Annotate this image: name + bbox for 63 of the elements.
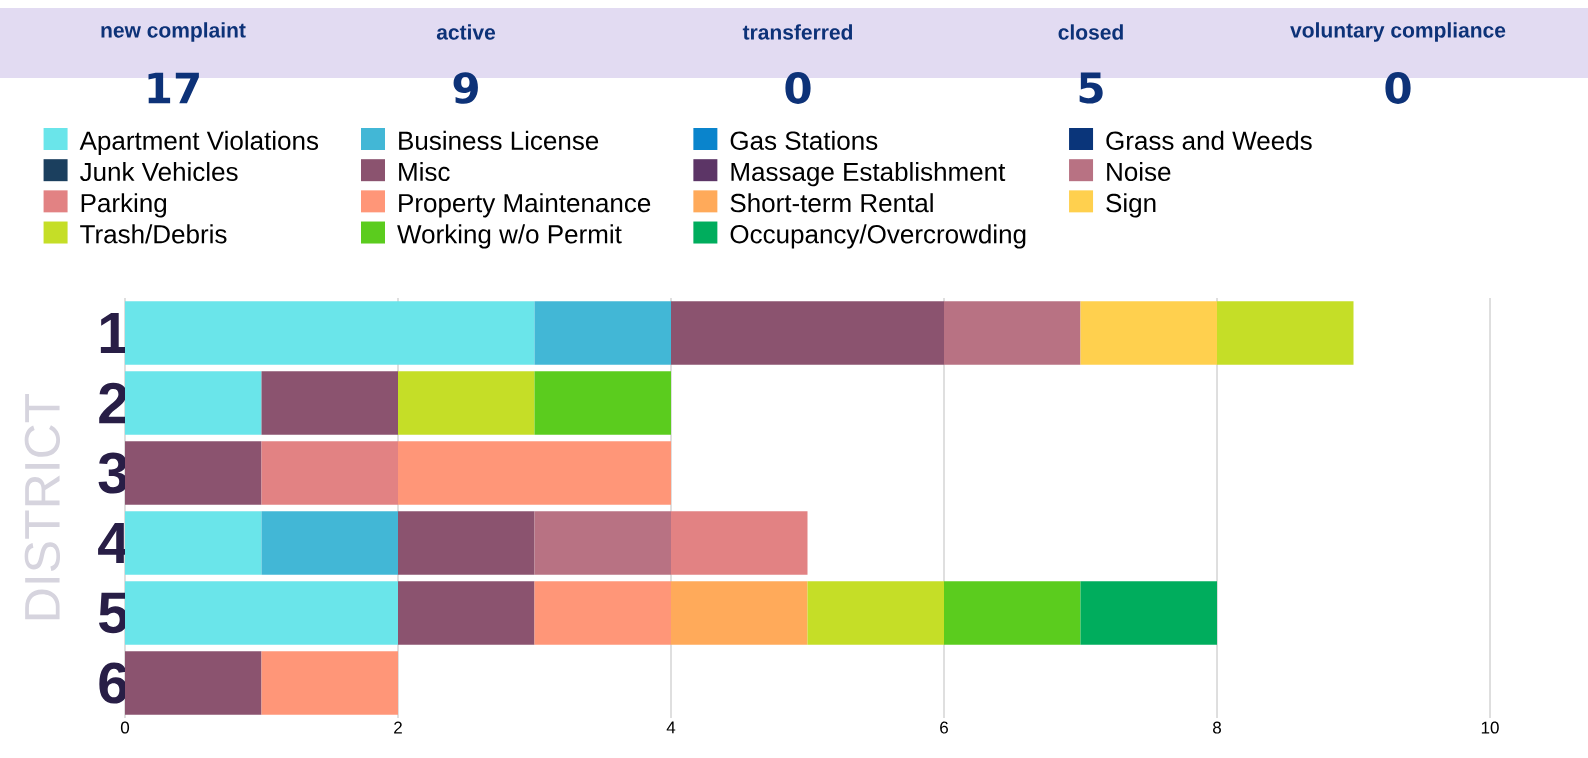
- bar: [398, 581, 535, 645]
- y-tick-label: 6: [99, 662, 128, 704]
- text: 17: [148, 72, 199, 104]
- y-tick-label: 1: [100, 313, 128, 353]
- bar: [944, 301, 1081, 365]
- bar: [398, 371, 535, 435]
- x-tick-label: 2: [394, 721, 402, 734]
- legend-label: Occupancy/Overcrowding: [730, 224, 1026, 249]
- text: closed: [1058, 24, 1123, 40]
- legend-label: Trash/Debris: [80, 224, 227, 244]
- y-tick-label: 4: [98, 523, 130, 563]
- legend-label: Working w/o Permit: [397, 224, 622, 249]
- y-tick-label: 2: [99, 382, 128, 424]
- bar: [125, 301, 535, 365]
- bar: [671, 301, 944, 365]
- text: 5: [1079, 72, 1103, 104]
- text: new complaint: [101, 22, 246, 42]
- bar: [1080, 301, 1218, 365]
- legend-label: Misc: [399, 162, 450, 182]
- bar: [671, 511, 808, 575]
- y-tick-label: 3: [98, 452, 128, 494]
- legend-label: Grass and Weeds: [1106, 130, 1312, 150]
- legend-label: Short-term Rental: [730, 193, 933, 213]
- bar: [125, 371, 262, 435]
- bar: [398, 511, 535, 575]
- text: voluntary compliance: [1290, 22, 1506, 42]
- bar: [534, 301, 671, 365]
- bar: [261, 511, 398, 575]
- bar: [261, 441, 398, 505]
- x-tick-label: 4: [666, 721, 676, 734]
- legend-label: Gas Stations: [730, 130, 878, 150]
- bar: [807, 581, 944, 645]
- text: 9: [453, 72, 478, 104]
- text: 0: [785, 72, 811, 104]
- bar: [1080, 581, 1218, 645]
- bar: [534, 371, 671, 435]
- text: transferred: [742, 24, 853, 40]
- bar: [125, 581, 398, 645]
- text: active: [436, 24, 496, 40]
- x-tick-label: 0: [120, 721, 130, 734]
- legend-label: Junk Vehicles: [79, 162, 238, 182]
- x-tick-label: 6: [940, 721, 948, 734]
- bar: [534, 511, 671, 575]
- legend-label: Business License: [399, 130, 599, 150]
- bar: [944, 581, 1081, 645]
- text: 0: [1385, 72, 1411, 104]
- x-tick-label: 8: [1213, 721, 1221, 734]
- legend-label: Property Maintenance: [399, 193, 651, 218]
- legend-label: Apartment Violations: [79, 130, 319, 156]
- bar: [125, 441, 262, 505]
- legend-label: Noise: [1107, 162, 1171, 182]
- bar: [398, 441, 671, 505]
- legend-label: Massage Establishment: [731, 162, 1006, 187]
- bar: [534, 581, 671, 645]
- x-tick-label: 10: [1481, 721, 1499, 734]
- bar: [671, 581, 808, 645]
- bar: [125, 511, 262, 575]
- bar: [125, 651, 262, 715]
- legend-label: Parking: [81, 193, 167, 218]
- bar: [1217, 301, 1354, 365]
- bar: [261, 651, 398, 715]
- legend-label: Sign: [1106, 193, 1156, 218]
- bar: [261, 371, 398, 435]
